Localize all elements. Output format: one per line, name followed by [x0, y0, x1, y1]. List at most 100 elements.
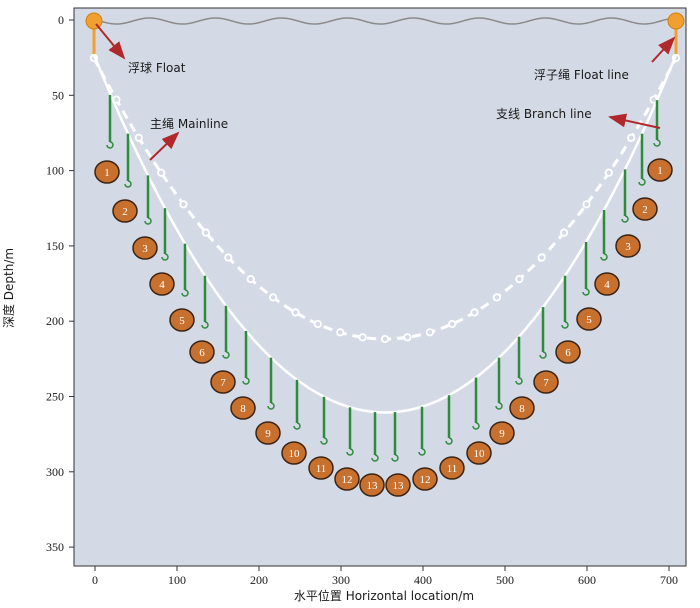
hook-icon — [242, 377, 250, 385]
mainline-marker — [448, 319, 457, 329]
y-tick-label: 50 — [52, 88, 64, 102]
sea-surface-wave — [99, 17, 671, 25]
hook-icon — [515, 377, 523, 385]
hook-marker — [308, 456, 334, 480]
axis-ticks: 0 100 200 300 400 500 600 700 0 50 100 150 200 250 300… — [46, 13, 678, 587]
mainline-marker — [425, 328, 434, 337]
mainline-marker — [492, 293, 501, 302]
hook-marker — [555, 340, 581, 364]
hook-number: 2 — [122, 206, 128, 218]
hook-marker — [359, 473, 385, 497]
hook-marker — [489, 421, 515, 445]
hook-icon — [346, 448, 354, 456]
mainline-marker — [157, 168, 166, 177]
hook-icon — [201, 321, 209, 329]
y-axis-title: 深度 Depth/m — [1, 248, 16, 328]
mainline-marker — [470, 308, 479, 317]
float-line-label: 浮子绳 Float line — [534, 68, 629, 82]
hook-icon — [391, 454, 399, 462]
hook-icon — [267, 402, 275, 410]
hook-number: 12 — [342, 474, 353, 486]
hook-marker — [255, 421, 281, 445]
x-tick-label: 500 — [496, 573, 514, 587]
hook-number: 11 — [316, 463, 327, 475]
hook-number: 1 — [104, 167, 110, 179]
y-tick-label: 150 — [46, 239, 64, 253]
hook-number: 6 — [565, 347, 571, 359]
hook-icon — [371, 454, 379, 462]
hook-marker — [169, 308, 195, 332]
hook-marker — [412, 467, 438, 491]
hook-number: 6 — [199, 347, 205, 359]
hook-marker — [647, 158, 673, 182]
hook-marker — [615, 234, 641, 258]
hook-icon — [621, 215, 629, 223]
x-tick-label: 200 — [250, 573, 268, 587]
hook-number: 4 — [604, 279, 610, 291]
hook-marker — [132, 236, 158, 260]
y-tick-label: 300 — [46, 465, 64, 479]
float-left — [85, 12, 103, 30]
hook-number: 8 — [240, 403, 246, 415]
branch-line-label: 支线 Branch line — [496, 107, 592, 121]
hook-marker — [112, 199, 138, 223]
y-tick-label: 100 — [46, 164, 64, 178]
mainline-marker — [291, 308, 300, 317]
hook-number: 11 — [447, 463, 458, 475]
mainline-marker — [515, 274, 524, 284]
hook-marker — [189, 340, 215, 364]
float-right — [667, 12, 685, 30]
hook-number: 5 — [179, 315, 185, 327]
mainline-marker — [246, 274, 255, 284]
hook-number: 8 — [519, 403, 525, 415]
y-tick-label: 200 — [46, 314, 64, 328]
mainline-marker — [268, 293, 278, 302]
mainline-marker — [313, 319, 322, 329]
hook-marker — [533, 370, 559, 394]
mainline-marker — [134, 133, 143, 142]
hook-icon — [293, 422, 301, 430]
hook-icon — [181, 289, 189, 297]
mainline-marker — [380, 334, 390, 344]
mainline-marker — [358, 333, 367, 342]
hook-icon — [320, 437, 328, 445]
hook-icon — [653, 139, 661, 147]
hook-number: 12 — [420, 474, 431, 486]
hook-number: 5 — [586, 314, 592, 326]
hook-marker — [509, 396, 535, 420]
hook-marker — [230, 396, 256, 420]
hook-number: 7 — [220, 377, 226, 389]
hook-icon — [472, 422, 480, 430]
hook-marker — [281, 441, 307, 465]
hook-icon — [561, 321, 569, 329]
mainline-marker — [582, 200, 591, 209]
hook-icon — [600, 253, 608, 261]
mainline-marker — [559, 228, 569, 237]
hook-marker — [210, 370, 236, 394]
hook-marker — [576, 307, 602, 331]
y-tick-label: 0 — [58, 13, 64, 27]
hook-marker — [385, 473, 411, 497]
float-label: 浮球 Float — [128, 61, 186, 75]
x-tick-label: 400 — [414, 573, 432, 587]
mainline-shallow-markers — [89, 53, 681, 344]
hook-icon — [539, 351, 547, 359]
x-tick-label: 100 — [168, 573, 186, 587]
y-tick-label: 250 — [46, 390, 64, 404]
hook-number: 7 — [543, 377, 549, 389]
hook-icon — [495, 402, 503, 410]
plot-area — [73, 7, 687, 567]
mainline-marker — [627, 133, 636, 142]
mainline-marker — [201, 228, 210, 237]
hook-icon — [582, 288, 590, 296]
hook-marker — [149, 272, 175, 296]
hook-number: 13 — [367, 480, 379, 492]
hook-marker — [334, 467, 360, 491]
x-tick-label: 0 — [92, 573, 98, 587]
mainline-marker — [224, 253, 233, 262]
hook-icon — [161, 253, 169, 261]
hook-number: 2 — [642, 204, 648, 216]
x-tick-label: 300 — [332, 573, 350, 587]
